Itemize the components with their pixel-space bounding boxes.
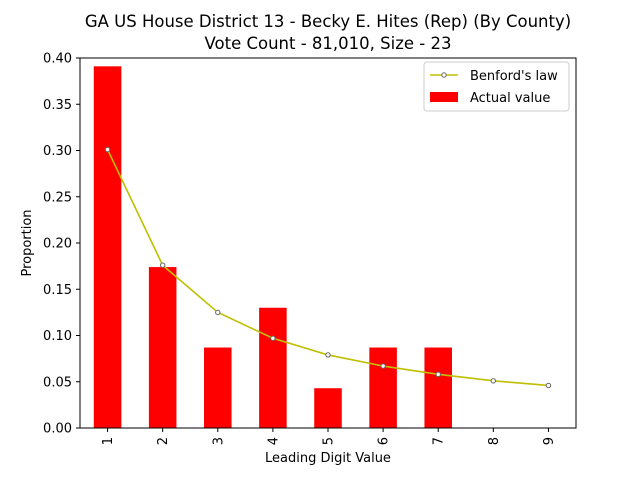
y-tick-label: 0.20: [43, 237, 72, 252]
legend: Benford's law Actual value: [423, 61, 570, 112]
bar-digit-7: [424, 347, 452, 428]
benford-point-7: [435, 371, 441, 378]
benford-point-9: [545, 382, 552, 389]
chart-subtitle: Vote Count - 81,010, Size - 23: [205, 34, 452, 53]
chart-title: GA US House District 13 - Becky E. Hites…: [85, 12, 571, 31]
x-axis-ticks: 1 2 3 4 5 6 7 8 9: [101, 428, 557, 445]
bar-digit-6: [369, 347, 397, 428]
bar-digit-4: [259, 307, 287, 428]
benford-point-1: [104, 146, 111, 153]
benford-point-5: [325, 352, 331, 358]
benford-point-4: [270, 335, 276, 341]
x-tick-label: 3: [211, 437, 226, 445]
legend-bar-swatch: [430, 92, 458, 102]
x-axis-label: Leading Digit Value: [265, 451, 391, 466]
bar-digit-5: [314, 388, 342, 428]
benford-point-8: [490, 378, 497, 384]
x-tick-label: 9: [542, 437, 557, 445]
y-tick-label: 0.05: [43, 375, 72, 390]
x-tick-label: 7: [432, 437, 447, 445]
y-axis-label: Proportion: [20, 209, 35, 276]
benford-point-6: [380, 363, 386, 369]
benford-point-3: [215, 309, 221, 316]
x-tick-label: 5: [322, 437, 337, 445]
y-tick-label: 0.30: [43, 144, 72, 159]
benford-line-series: [104, 146, 552, 389]
bar-digit-3: [204, 347, 232, 428]
y-tick-label: 0.40: [43, 52, 72, 67]
x-tick-label: 4: [266, 437, 281, 445]
y-tick-label: 0.35: [43, 98, 72, 113]
legend-label-benford: Benford's law: [470, 69, 558, 84]
y-tick-label: 0.15: [43, 283, 72, 298]
x-tick-label: 2: [156, 437, 171, 445]
bar-digit-1: [93, 66, 122, 428]
x-tick-label: 6: [377, 437, 392, 445]
x-tick-label: 8: [487, 437, 502, 445]
legend-label-actual: Actual value: [470, 91, 550, 106]
x-tick-label: 1: [101, 437, 116, 445]
y-tick-label: 0.00: [43, 422, 72, 437]
y-axis-ticks: 0.00 0.05 0.10 0.15 0.20 0.25 0.30 0.35 0.40: [43, 52, 80, 437]
y-tick-label: 0.25: [43, 190, 72, 205]
benford-point-2: [159, 262, 166, 268]
bar-series: [93, 66, 452, 428]
y-tick-label: 0.10: [43, 329, 72, 344]
legend-box: [423, 61, 570, 112]
bar-digit-2: [148, 267, 177, 428]
legend-line-marker: [441, 72, 447, 78]
